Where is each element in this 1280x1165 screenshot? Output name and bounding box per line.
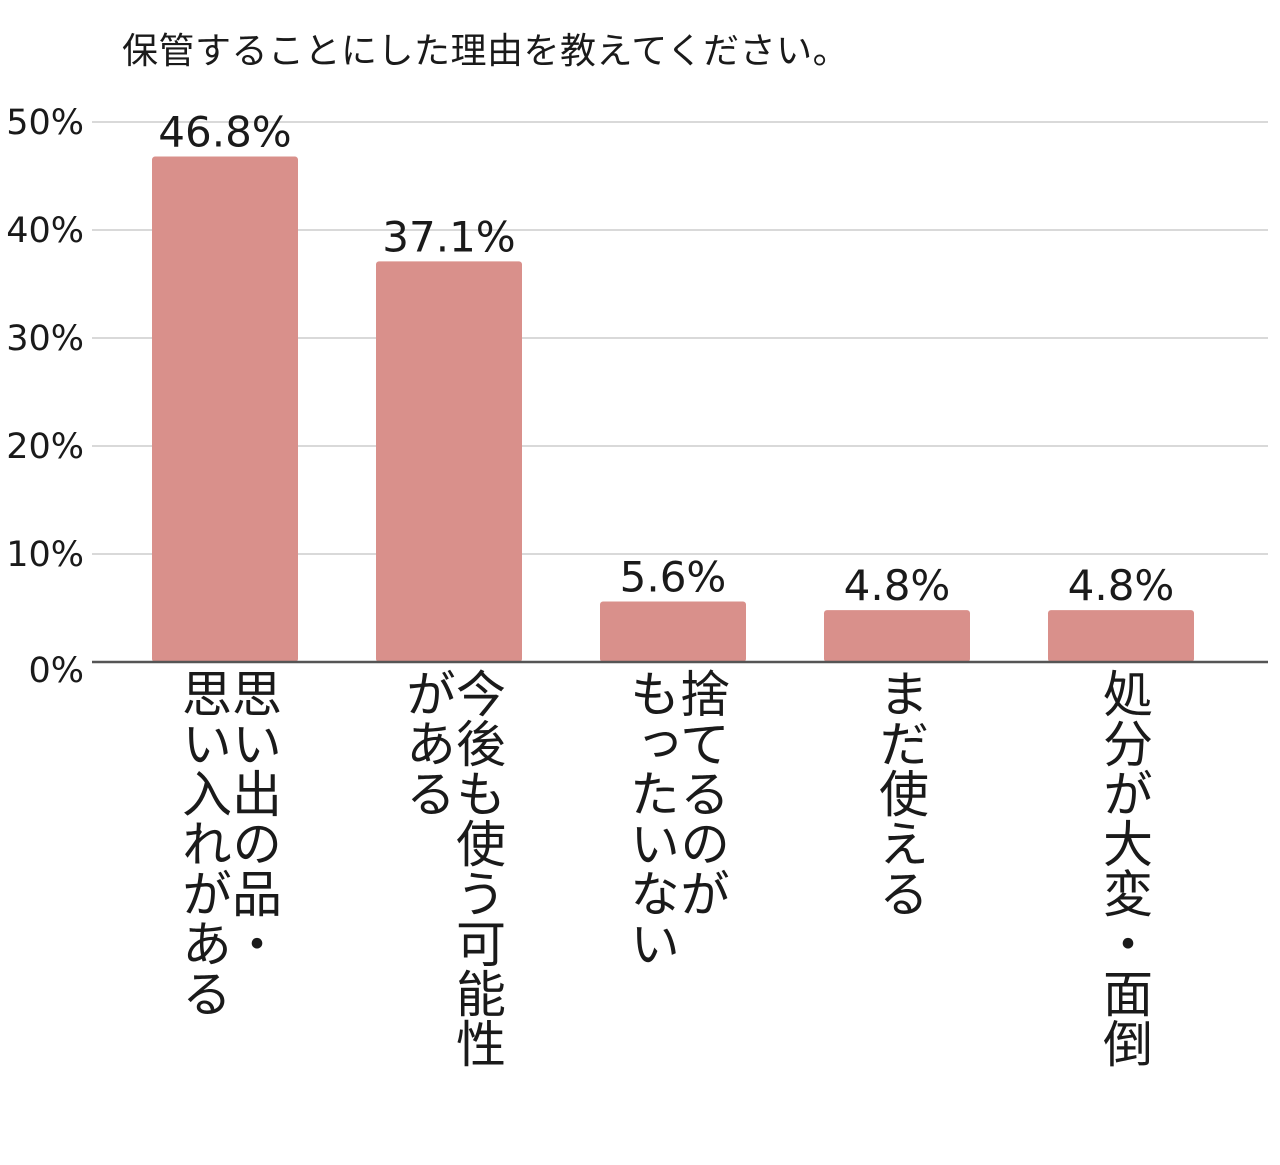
bars: 46.8% 37.1% 5.6% 4.8% 4.8% <box>152 108 1194 662</box>
bar <box>1048 610 1194 662</box>
bar <box>824 610 970 662</box>
y-tick-label: 50% <box>6 103 84 143</box>
x-tick-label: 捨てるのが もったいない <box>622 668 730 968</box>
chart-title: 保管することにした理由を教えてください。 <box>122 31 850 72</box>
y-tick-label: 0% <box>28 651 84 691</box>
data-label: 37.1% <box>382 212 515 261</box>
data-label: 4.8% <box>844 561 951 610</box>
y-tick-label: 30% <box>6 319 84 359</box>
x-tick-label: まだ使える <box>871 668 929 918</box>
x-tick-label: 今後も使う可能性 がある <box>398 668 506 1068</box>
y-tick-label: 10% <box>6 535 84 575</box>
y-tick-label: 20% <box>6 427 84 467</box>
data-label: 4.8% <box>1068 561 1175 610</box>
x-tick-label: 思い出の品・ 思い入れがある <box>174 668 282 1018</box>
bar <box>376 261 522 662</box>
data-label: 46.8% <box>158 108 291 157</box>
x-tick-label: 処分が大変・面倒 <box>1095 668 1153 1068</box>
bar <box>600 601 746 662</box>
bar <box>152 156 298 662</box>
y-tick-label: 40% <box>6 211 84 251</box>
data-label: 5.6% <box>620 553 727 602</box>
